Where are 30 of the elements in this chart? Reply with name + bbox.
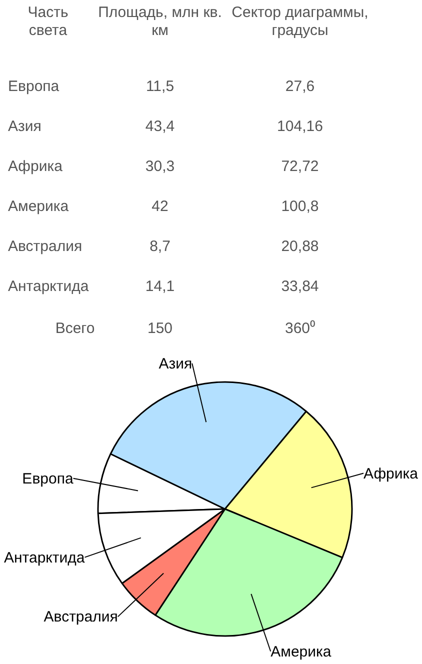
text: 27,6 <box>284 78 316 96</box>
slice-label: Африка <box>364 465 419 482</box>
text: 42 <box>150 198 170 216</box>
text: 30,3 <box>144 158 176 176</box>
category-label: Америка <box>8 198 69 215</box>
text: 14,1 <box>144 278 176 296</box>
slice-label: Европа <box>22 470 74 488</box>
category-label: Австралия <box>8 238 82 255</box>
text: 11,5 <box>144 78 176 96</box>
text: 104,16 <box>276 118 324 136</box>
category-label: Антарктида <box>8 278 89 295</box>
text: 33,84 <box>280 278 320 296</box>
text: Сектор диаграммы, градусы <box>230 4 370 40</box>
slice-label: Антарктида <box>4 549 86 566</box>
category-label: Азия <box>8 118 42 135</box>
slice-label: Америка <box>270 643 332 660</box>
text: 43,4 <box>144 118 176 136</box>
text: Часть света <box>26 4 70 40</box>
category-label: Африка <box>8 158 62 175</box>
text: 100,8 <box>280 198 320 216</box>
text: 150 <box>146 320 174 338</box>
slice-label: Азия <box>158 355 192 372</box>
text: 72,72 <box>280 158 320 176</box>
text: 8,7 <box>148 238 172 256</box>
slice-label: Австралия <box>44 608 118 626</box>
category-label: Европа <box>8 78 60 95</box>
text: Площадь, млн кв. км <box>97 4 223 40</box>
text: 360⁰ <box>284 320 316 338</box>
text: 20,88 <box>280 238 320 256</box>
text: Всего <box>54 320 96 338</box>
